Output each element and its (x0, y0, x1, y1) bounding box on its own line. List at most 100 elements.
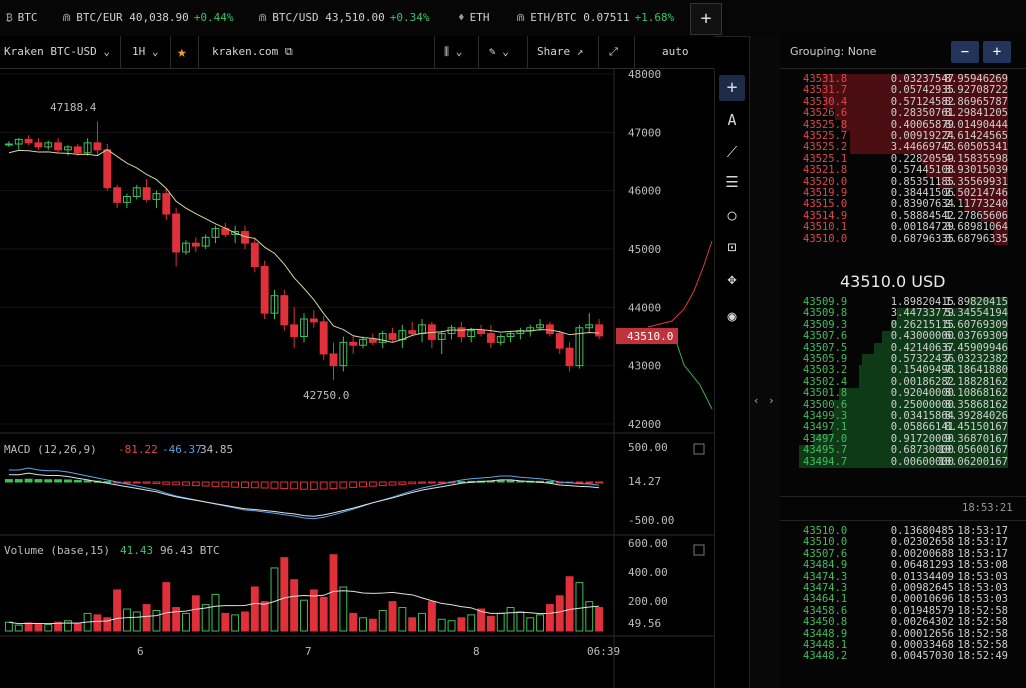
share-button[interactable]: Share ↗ (537, 45, 584, 58)
chevron-right-icon[interactable]: › (768, 394, 775, 407)
candle-body (182, 242, 190, 253)
book-row[interactable]: 43499.3 0.03415864 8.39284026 (780, 410, 1026, 423)
book-row[interactable]: 43519.9 0.38441506 2.50214746 (780, 187, 1026, 200)
book-row[interactable]: 43497.0 0.91720000 9.36870167 (780, 433, 1026, 446)
depth-bar (968, 297, 1008, 309)
price-chart[interactable]: 48000 47000 46000 45000 44000 43000 42000 4718… (0, 69, 714, 688)
trade-price: 43510.0 (803, 536, 848, 549)
favorite-star-icon[interactable]: ★ (177, 42, 187, 61)
volume-bar (339, 586, 348, 632)
eye-icon[interactable]: ◉ (727, 307, 737, 325)
book-row[interactable]: 43525.1 0.22820559 4.15835598 (780, 153, 1026, 166)
crosshair-tool-icon[interactable]: + (719, 75, 745, 101)
book-row[interactable]: 43509.3 0.26215115 5.60769309 (780, 318, 1026, 332)
book-row[interactable]: 43502.4 0.00186282 7.18828162 (780, 376, 1026, 389)
book-row[interactable]: 43514.9 0.58884542 1.27865606 (780, 209, 1026, 223)
row-total: 8.35868162 (944, 398, 1008, 411)
row-amount: 0.00184729 (890, 221, 954, 234)
book-row[interactable]: 43525.2 3.44669743 7.60505341 (780, 141, 1026, 154)
row-amount: 0.26215115 (890, 318, 954, 331)
grouping-plus-button[interactable]: + (983, 41, 1011, 63)
book-row[interactable]: 43520.0 0.85351185 3.35569931 (780, 176, 1026, 188)
fib-tool-icon[interactable]: ☰ (725, 173, 739, 191)
book-row[interactable]: 43494.7 0.00600000 10.06200167 (780, 455, 1026, 468)
book-row[interactable]: 43503.2 0.15409498 7.18641880 (780, 364, 1026, 377)
book-row[interactable]: 43525.8 0.40065879 8.01490444 (780, 119, 1026, 131)
chart-type-selector[interactable]: ⫼ ⌄ (444, 36, 462, 68)
volume-bar (595, 607, 604, 632)
book-row[interactable]: 43510.0 0.68796335 0.68796335 (780, 233, 1026, 245)
row-price: 43514.9 (803, 209, 848, 222)
candle-body (172, 213, 181, 253)
tab-btc-eur[interactable]: ⋒ BTC/EUR 40,038.90 +0.44% (62, 11, 234, 24)
book-row[interactable]: 43507.6 0.43000000 6.03769309 (780, 330, 1026, 343)
order-book: Grouping: None − + 43531.8 0.03237547 8.95… (780, 36, 1026, 688)
grouping-label[interactable]: Grouping: None (790, 45, 877, 58)
close-volume-icon[interactable] (693, 544, 705, 556)
row-price: 43526.6 (803, 107, 848, 120)
price-tick-label: 43000 (628, 360, 661, 373)
add-tab-button[interactable]: + (690, 3, 722, 35)
macd-histogram-bar (309, 481, 318, 490)
fullscreen-icon[interactable]: ⤢ (609, 45, 618, 58)
volume-bar (4, 621, 13, 632)
book-row[interactable]: 43525.7 0.00919224 7.61424565 (780, 130, 1026, 143)
trade-row: 43464.1 0.00010696 18:53:03 (780, 593, 1026, 605)
trade-time: 18:53:03 (957, 582, 1008, 594)
book-row[interactable]: 43530.4 0.57124582 8.86965787 (780, 96, 1026, 109)
book-row[interactable]: 43505.9 0.57322436 7.03232382 (780, 353, 1026, 366)
close-macd-icon[interactable] (693, 443, 705, 455)
candle-body (63, 146, 72, 151)
book-row[interactable]: 43500.6 0.25000000 8.35868162 (780, 398, 1026, 411)
row-total: 8.95946269 (944, 73, 1008, 85)
candle-body (506, 333, 515, 338)
row-total: 10.06200167 (938, 455, 1008, 468)
book-row[interactable]: 43509.9 1.89820415 1.89820415 (780, 296, 1026, 309)
chevron-left-icon[interactable]: ‹ (753, 394, 760, 407)
circle-tool-icon[interactable]: ○ (727, 206, 737, 224)
volume-bar (437, 618, 446, 632)
book-row[interactable]: 43526.6 0.28350761 8.29841205 (780, 107, 1026, 120)
volume-ma-line (8, 590, 600, 625)
volume-pane (4, 554, 604, 632)
book-row[interactable]: 43495.7 0.68730000 10.05600167 (780, 444, 1026, 457)
grouping-minus-button[interactable]: − (951, 41, 979, 63)
scale-mode-button[interactable]: auto (662, 45, 689, 58)
tab-eth-btc[interactable]: ⋒ ETH/BTC 0.07511 +1.68% (516, 11, 675, 24)
depth-bar (993, 222, 1008, 234)
trade-price: 43448.9 (803, 627, 848, 640)
tab-btc[interactable]: ₿ BTC (6, 11, 38, 24)
book-row[interactable]: 43497.1 0.05866141 8.45150167 (780, 421, 1026, 434)
measure-tool-icon[interactable]: ⊡ (727, 238, 737, 256)
volume-bar (388, 601, 397, 632)
trade-row: 43448.2 0.00457030 18:52:49 (780, 650, 1026, 662)
depth-bar (839, 388, 1008, 400)
text-tool-icon[interactable]: A (727, 111, 737, 129)
tab-eth[interactable]: ♦ ETH (458, 11, 490, 24)
book-row[interactable]: 43531.8 0.03237547 8.95946269 (780, 73, 1026, 86)
row-amount: 1.89820415 (890, 296, 954, 308)
row-total: 0.68981064 (944, 221, 1008, 234)
book-row[interactable]: 43507.5 0.42140637 6.45909946 (780, 342, 1026, 354)
book-row[interactable]: 43531.7 0.05742935 8.92708722 (780, 84, 1026, 97)
book-row[interactable]: 43521.8 0.57445108 3.93015039 (780, 164, 1026, 177)
line-tool-icon[interactable]: ⟋ (726, 143, 738, 161)
move-tool-icon[interactable]: ✥ (727, 270, 737, 288)
book-row[interactable]: 43509.8 3.44733779 5.34554194 (780, 307, 1026, 320)
book-row[interactable]: 43515.0 0.83907634 2.11773240 (780, 198, 1026, 211)
row-price: 43500.6 (803, 398, 848, 411)
book-row[interactable]: 43501.8 0.92040000 8.10868162 (780, 387, 1026, 400)
volume-bar (447, 620, 456, 632)
row-amount: 0.03415864 (890, 410, 954, 422)
symbol-selector[interactable]: Kraken BTC-USD ⌄ (4, 45, 110, 58)
book-row[interactable]: 43510.1 0.00184729 0.68981064 (780, 221, 1026, 234)
interval-selector[interactable]: 1H ⌄ (132, 45, 159, 58)
draw-selector[interactable]: ✎ ⌄ (489, 36, 509, 68)
low-label: 42750.0 (303, 389, 349, 402)
exchange-link[interactable]: kraken.com ⧉ (212, 45, 293, 58)
tab-btc-usd[interactable]: ⋒ BTC/USD 43,510.00 +0.34% (258, 11, 430, 24)
trade-time: 18:53:17 (957, 547, 1008, 560)
candle-body (152, 193, 161, 200)
depth-bar (891, 319, 1008, 332)
candle-body (123, 196, 131, 203)
